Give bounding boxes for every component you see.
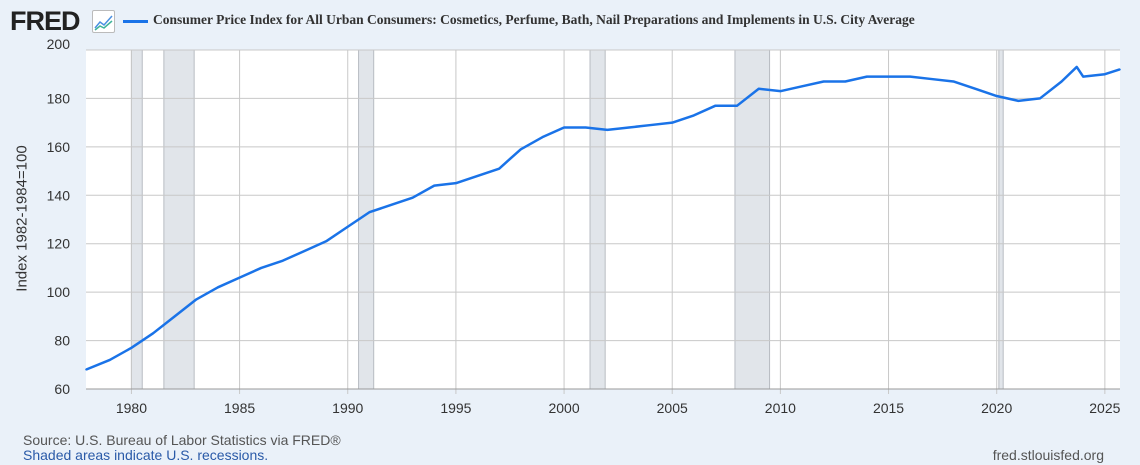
data-point (844, 80, 847, 83)
chart-icon[interactable] (92, 10, 115, 33)
data-point (455, 182, 457, 184)
data-point (152, 332, 154, 335)
recession-band (163, 49, 195, 390)
recession-band (734, 49, 771, 390)
data-point (693, 114, 695, 117)
chart-area: 60 80 100 120 140 160 180 200 1980 1985 1990 1995 20… (47, 36, 1121, 416)
y-tick-label: 120 (47, 236, 71, 252)
data-point (1060, 80, 1063, 83)
data-point (779, 90, 782, 92)
data-point (1119, 68, 1121, 71)
data-point (801, 85, 803, 88)
data-point (974, 87, 976, 90)
data-point (195, 298, 198, 301)
data-point (1039, 97, 1041, 100)
y-tick-label: 140 (47, 187, 71, 203)
data-point (498, 167, 500, 170)
y-tick-label: 80 (54, 333, 70, 349)
data-point (1017, 100, 1020, 102)
data-point (519, 148, 522, 151)
x-tick-label: 1990 (332, 400, 363, 416)
x-tick-label: 2025 (1089, 400, 1120, 416)
legend-swatch (123, 20, 148, 23)
data-point (931, 78, 933, 80)
x-tick-label: 1985 (224, 400, 255, 416)
data-point (1104, 73, 1106, 76)
data-point (346, 225, 349, 228)
data-point (433, 184, 436, 187)
data-point (130, 347, 133, 349)
data-point (909, 75, 911, 78)
data-point (887, 75, 890, 78)
y-tick-label: 60 (54, 381, 70, 397)
x-tick-label: 2005 (657, 400, 688, 416)
x-tick-label: 2010 (765, 400, 796, 416)
data-point (563, 126, 565, 129)
data-point (390, 204, 392, 206)
chart-title: Consumer Price Index for All Urban Consu… (153, 12, 915, 27)
data-point (85, 368, 87, 371)
data-point (238, 276, 241, 279)
data-point (541, 136, 544, 138)
data-point (1075, 66, 1078, 68)
y-tick-label: 180 (47, 90, 71, 106)
y-tick-label: 160 (47, 139, 71, 155)
data-point (411, 196, 414, 199)
data-point (671, 121, 674, 124)
data-point (282, 259, 284, 262)
data-point (757, 87, 760, 90)
data-point (108, 359, 111, 361)
data-point (173, 315, 176, 318)
data-point (368, 211, 371, 214)
recession-band (589, 49, 606, 390)
series-line (85, 65, 1121, 371)
data-point (303, 250, 306, 252)
data-point (995, 95, 998, 97)
x-tick-label: 2015 (873, 400, 904, 416)
site-link[interactable]: fred.stlouisfed.org (992, 447, 1104, 463)
data-point (628, 126, 630, 129)
data-point (476, 175, 479, 177)
data-point (649, 124, 652, 126)
data-point (260, 267, 263, 269)
y-tick-label: 100 (47, 284, 71, 300)
data-point (1082, 75, 1085, 78)
recession-band (358, 49, 375, 390)
x-tick-label: 2020 (981, 400, 1012, 416)
fred-logo[interactable]: FRED (10, 6, 80, 36)
data-point (714, 104, 717, 107)
data-point (736, 104, 738, 107)
data-point (606, 129, 609, 131)
y-tick-label: 200 (47, 36, 71, 52)
recession-band (130, 49, 143, 390)
x-tick-label: 1980 (116, 400, 147, 416)
data-point (822, 80, 825, 83)
source-text: Source: U.S. Bureau of Labor Statistics … (23, 432, 341, 448)
data-point (584, 126, 587, 129)
x-tick-label: 2000 (548, 400, 579, 416)
recession-note: Shaded areas indicate U.S. recessions. (23, 447, 269, 463)
data-point (325, 240, 327, 243)
x-tick-label: 1995 (440, 400, 471, 416)
data-point (952, 80, 955, 83)
data-point (866, 75, 868, 78)
recession-band (998, 49, 1004, 390)
data-point (217, 286, 219, 289)
